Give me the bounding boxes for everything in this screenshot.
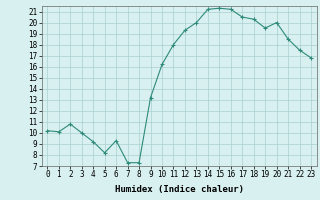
X-axis label: Humidex (Indice chaleur): Humidex (Indice chaleur): [115, 185, 244, 194]
